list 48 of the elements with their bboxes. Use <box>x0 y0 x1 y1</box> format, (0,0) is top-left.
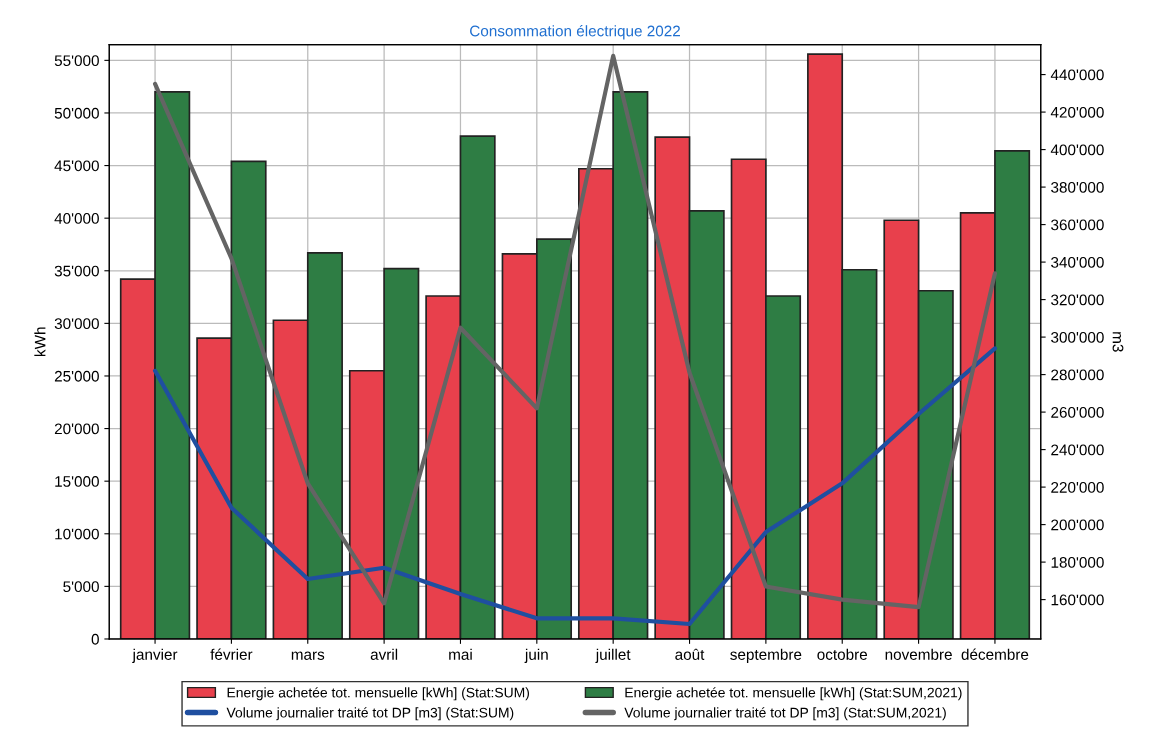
y-axis-title: kWh <box>34 327 46 357</box>
line-series <box>152 53 998 610</box>
y2-tick-label: 320'000 <box>1051 294 1104 306</box>
y-tick-label: 15'000 <box>55 476 99 487</box>
x-tick-label: août <box>675 648 705 660</box>
x-tick-label: février <box>210 648 253 660</box>
y2-tick-label: 220'000 <box>1051 481 1104 493</box>
y-tick-label: 10'000 <box>55 528 99 540</box>
y2-tick-label: 360'000 <box>1051 219 1104 231</box>
y-tick-label: 25'000 <box>54 370 99 382</box>
x-tick-label: décembre <box>961 648 1029 660</box>
y2-tick-label: 400'000 <box>1050 144 1104 156</box>
x-tick-label: mai <box>449 648 472 660</box>
y-tick-label: 20'000 <box>54 423 99 435</box>
x-tick-label: janvier <box>132 648 178 663</box>
y-tick-label: 40'000 <box>54 213 99 224</box>
x-tick-label: avril <box>370 648 398 660</box>
x-tick-label: octobre <box>817 648 868 660</box>
y-tick-label: 50'000 <box>54 107 99 119</box>
y2-tick-label: 280'000 <box>1051 369 1104 381</box>
y2-tick-label: 340'000 <box>1051 256 1104 268</box>
legend-label: Energie achetée tot. mensuelle [kWh] (Stat:SUM,2021) <box>625 687 962 701</box>
y2-tick-label: 160'000 <box>1051 594 1104 606</box>
x-tick-label: juillet <box>595 648 631 663</box>
x-tick-label: novembre <box>885 648 952 660</box>
y-tick-label: 45'000 <box>54 160 99 172</box>
legend-label: Energie achetée tot. mensuelle [kWh] (Stat:SUM) <box>227 687 529 701</box>
y-tick-label: 55'000 <box>54 55 99 67</box>
x-tick-label: mars <box>291 651 325 660</box>
y2-axis-title: m3 <box>1112 332 1124 352</box>
legend-label: Volume journalier traité tot DP [m3] (Stat:SUM) <box>226 707 514 721</box>
y2-tick-label: 300'000 <box>1051 331 1104 343</box>
y2-tick-label: 180'000 <box>1051 556 1104 568</box>
y2-tick-label: 260'000 <box>1051 406 1104 418</box>
y2-tick-label: 380'000 <box>1051 181 1104 193</box>
x-tick-label: juin <box>524 648 548 663</box>
y2-tick-label: 420'000 <box>1050 106 1104 118</box>
x-tick-label: septembre <box>730 648 802 663</box>
y-tick-label: 5'000 <box>63 581 99 593</box>
y2-tick-label: 440'000 <box>1050 69 1104 81</box>
y2-tick-label: 240'000 <box>1051 444 1104 456</box>
y-tick-label: 30'000 <box>54 318 99 330</box>
y-tick-label: 0 <box>91 633 99 645</box>
legend-label: Volume journalier traité tot DP [m3] (Stat:SUM,2021) <box>624 707 946 721</box>
chart-title: Consommation électrique 2022 <box>470 25 680 40</box>
y-tick-label: 35'000 <box>54 265 99 277</box>
y2-tick-label: 200'000 <box>1051 519 1104 531</box>
line-series <box>152 346 998 627</box>
